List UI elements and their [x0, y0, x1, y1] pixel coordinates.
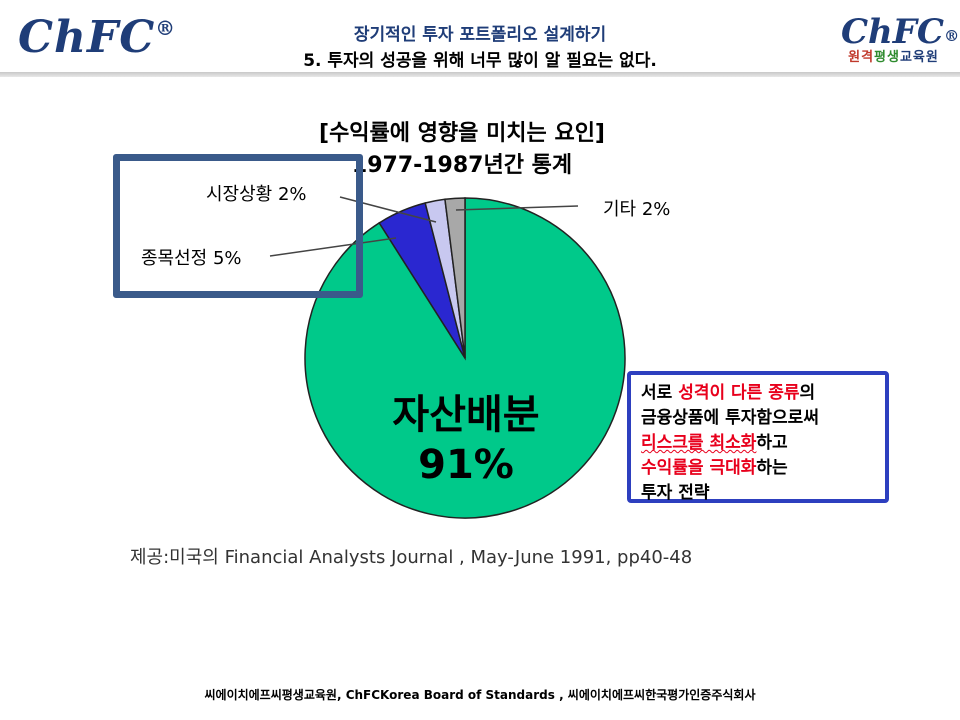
chart-subtitle: 1977-1987년간 통계: [352, 153, 572, 178]
note-text: 하는: [756, 458, 788, 478]
note-line: 수익률을 극대화하는: [641, 456, 875, 481]
callout-line-other: [455, 205, 579, 211]
logo-sub-part: 원격: [848, 50, 875, 65]
note-line: 서로 성격이 다른 종류의: [641, 381, 875, 406]
slice-label-asset: 자산배분: [392, 392, 539, 438]
slice-label-market: 시장상황 2%: [206, 184, 307, 205]
page-subtitle: 5. 투자의 성공을 위해 너무 많이 알 필요는 없다.: [303, 51, 657, 71]
note-box: 서로 성격이 다른 종류의 금융상품에 투자함으로써 리스크를 최소화하고 수익…: [627, 371, 889, 503]
slice-label-other: 기타 2%: [603, 199, 670, 220]
source-citation: 제공:미국의 Financial Analysts Journal , May-…: [130, 547, 693, 568]
highlight-box: [113, 154, 363, 298]
logo-sub-part: 교육원: [899, 50, 939, 65]
logo-right-subtitle: 원격평생교육원: [841, 50, 946, 66]
footer: 씨에이치에프씨평생교육원, ChFCKorea Board of Standar…: [204, 688, 756, 702]
note-text: 하고: [756, 433, 788, 453]
slice-value-asset: 91%: [418, 442, 514, 488]
page-title: 장기적인 투자 포트폴리오 설계하기: [353, 25, 607, 45]
note-highlight: 수익률을 극대화: [641, 458, 757, 478]
logo-sub-part: 평생: [874, 50, 900, 65]
note-line: 투자 전략: [641, 483, 710, 503]
pie-slice-other: [444, 197, 466, 359]
logo-right-brand: ChFC®: [841, 12, 960, 52]
note-highlight: 성격이 다른 종류: [678, 383, 800, 403]
note-line: 금융상품에 투자함으로써: [641, 408, 819, 428]
logo-left: ChFC®: [18, 12, 177, 63]
note-line: 리스크를 최소화하고: [641, 431, 875, 456]
callout-line-stock: [269, 237, 397, 257]
note-highlight: 리스크를 최소화: [641, 433, 757, 453]
note-text: 서로: [641, 383, 679, 403]
chart-title: [수익률에 영향을 미치는 요인]: [319, 121, 605, 146]
note-text: 의: [799, 383, 816, 403]
slice-label-stock: 종목선정 5%: [141, 248, 242, 269]
header-divider: [0, 72, 960, 77]
logo-right: ChFC® 원격평생교육원: [841, 12, 960, 66]
pie-slices: [304, 197, 626, 519]
